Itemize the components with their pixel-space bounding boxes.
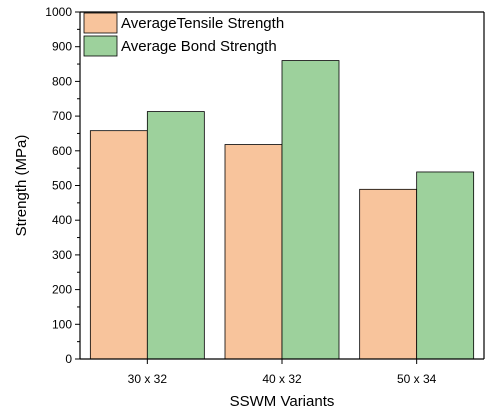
legend-swatch-tensile xyxy=(83,12,118,34)
y-tick-label: 100 xyxy=(52,317,72,331)
y-tick-label: 500 xyxy=(52,179,72,193)
y-tick-label: 800 xyxy=(52,74,72,88)
bar-tensile-2 xyxy=(224,144,283,360)
legend-label-tensile: AverageTensile Strength xyxy=(121,15,284,32)
y-tick-label: 900 xyxy=(52,40,72,54)
x-tick-label: 30 x 32 xyxy=(128,372,168,386)
axes-group: 0 100 200 300 400 500 600 700 800 900 1000 30 x 32 4… xyxy=(45,5,485,386)
bar-tensile-3 xyxy=(359,188,418,360)
bar-bond-3 xyxy=(416,171,475,360)
y-tick-label: 600 xyxy=(52,144,72,158)
bar-bond-2 xyxy=(281,60,340,360)
legend-swatch-bond xyxy=(83,35,118,57)
legend-label-bond: Average Bond Strength xyxy=(121,38,277,55)
x-tick-label: 40 x 32 xyxy=(262,372,302,386)
legend: AverageTensile Strength Average Bond Stre… xyxy=(83,12,284,57)
bars-group xyxy=(89,60,475,360)
bar-bond-1 xyxy=(146,111,205,360)
y-tick-label: 200 xyxy=(52,283,72,297)
x-axis-title: SSWM Variants xyxy=(230,393,335,410)
y-axis-title: Strength (MPa) xyxy=(13,135,30,237)
y-tick-label: 400 xyxy=(52,213,72,227)
y-tick-label: 1000 xyxy=(45,5,72,19)
bar-tensile-1 xyxy=(89,130,148,360)
y-tick-label: 700 xyxy=(52,109,72,123)
y-tick-label: 300 xyxy=(52,248,72,262)
x-tick-label: 50 x 34 xyxy=(397,372,437,386)
y-tick-label: 0 xyxy=(65,352,72,366)
